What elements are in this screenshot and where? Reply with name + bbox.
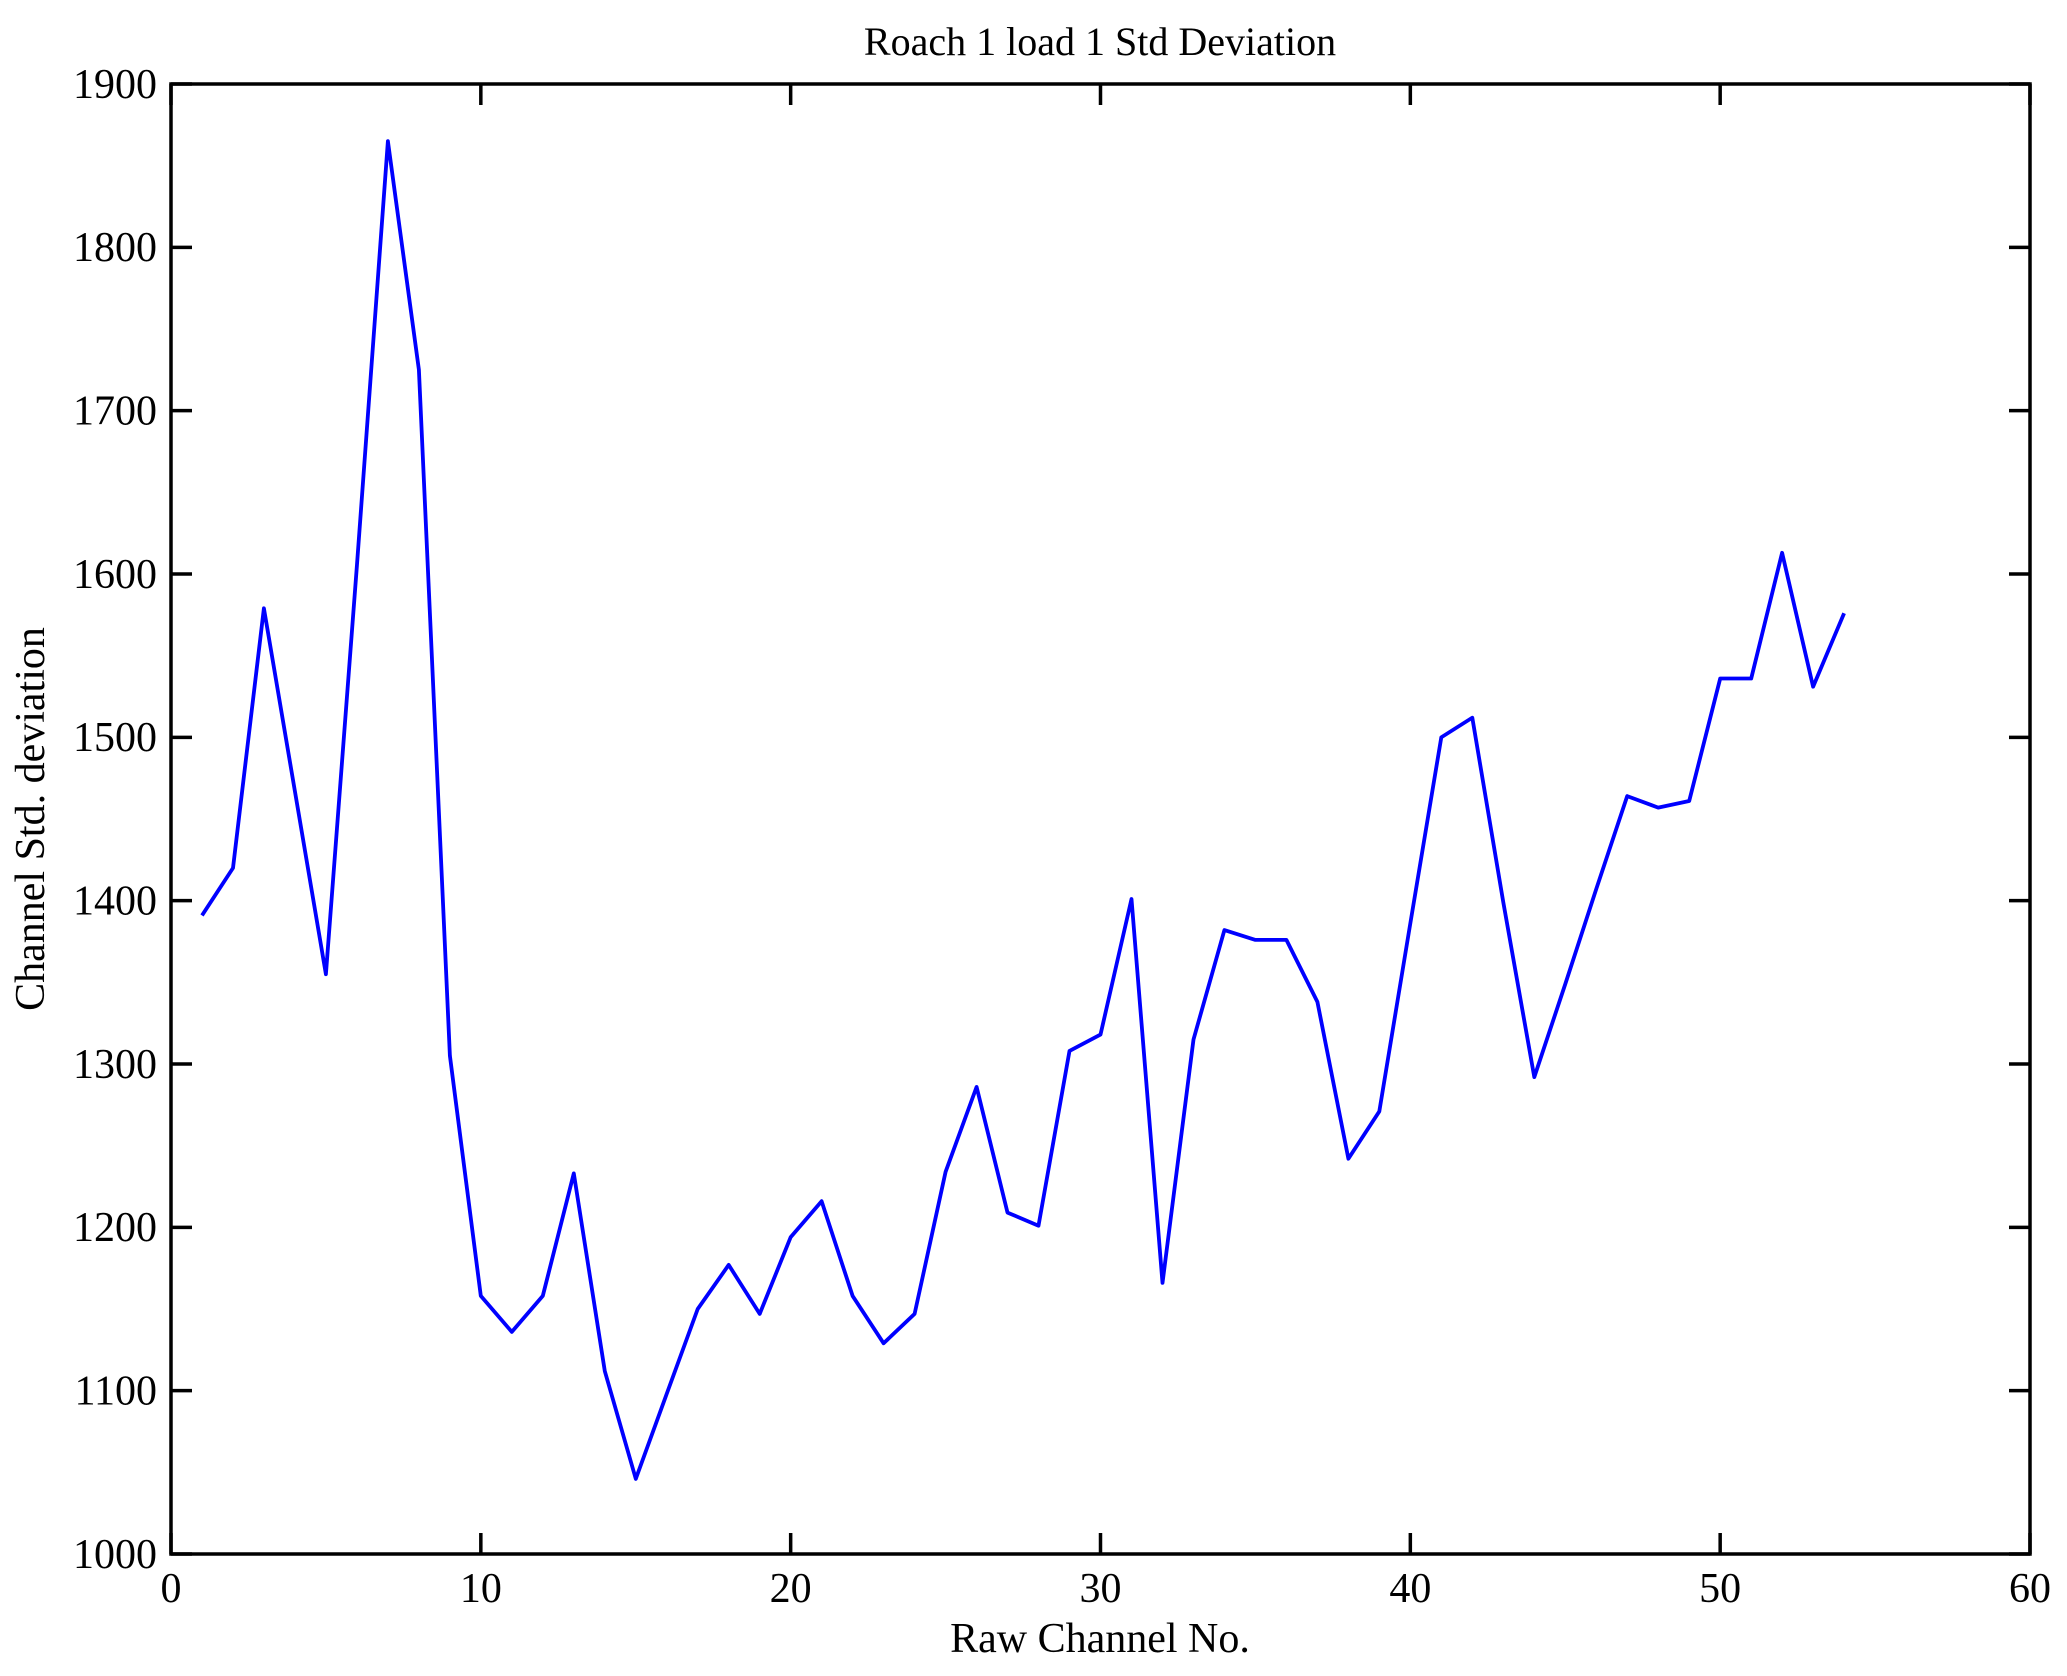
y-tick-label: 1700 [73,389,157,435]
y-axis-label: Channel Std. deviation [8,627,54,1011]
y-tick-label: 1200 [73,1205,157,1251]
y-tick-label: 1800 [73,225,157,271]
y-tick-label: 1300 [73,1042,157,1088]
y-tick-label: 1400 [73,879,157,925]
y-tick-label: 1000 [73,1532,157,1578]
x-tick-label: 20 [770,1566,812,1612]
x-tick-label: 10 [460,1566,502,1612]
x-tick-label: 50 [1699,1566,1741,1612]
chart-title: Roach 1 load 1 Std Deviation [864,19,1336,64]
plot-area: 0 10 20 30 40 50 60 1000 1100 1200 1300 1400 1500 160… [73,62,2051,1612]
y-tick-label: 1500 [73,715,157,761]
x-tick-label: 0 [161,1566,182,1612]
y-tick-label: 1100 [75,1369,157,1415]
y-tick-label: 1600 [73,552,157,598]
x-tick-label: 60 [2009,1566,2051,1612]
x-tick-label: 40 [1389,1566,1431,1612]
x-axis-label: Raw Channel No. [950,1616,1250,1662]
data-line [200,139,1846,1481]
x-tick-label: 30 [1080,1566,1122,1612]
axes-box [169,82,2032,1556]
y-tick-label: 1900 [73,62,157,108]
